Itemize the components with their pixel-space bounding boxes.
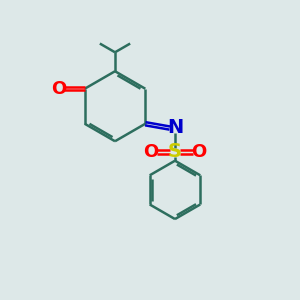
Text: N: N <box>167 118 183 137</box>
Text: S: S <box>168 142 182 161</box>
Text: O: O <box>192 143 207 161</box>
Text: O: O <box>51 80 67 98</box>
Text: O: O <box>143 143 158 161</box>
